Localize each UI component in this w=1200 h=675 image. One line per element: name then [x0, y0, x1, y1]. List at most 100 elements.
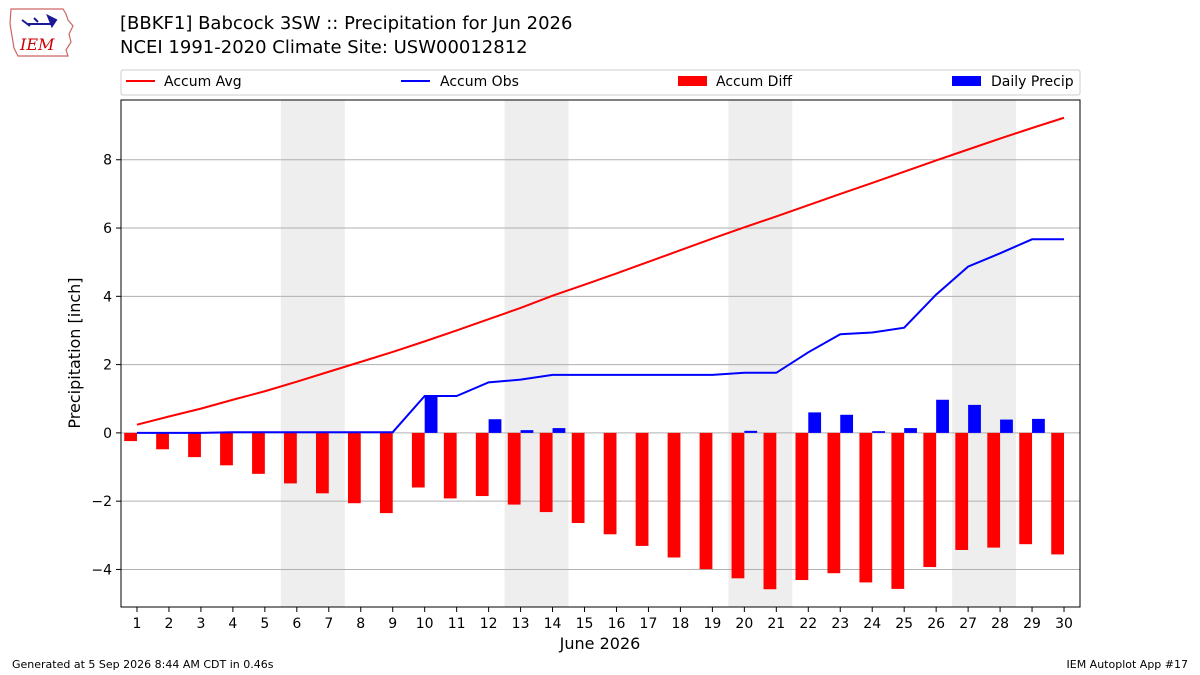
accum-diff-bar-17 [635, 432, 649, 546]
y-tick-label--4: −4 [91, 562, 112, 578]
accum-diff-bar-11 [443, 432, 457, 499]
accum-diff-bar-4 [220, 432, 233, 466]
x-tick-label-17: 17 [640, 616, 658, 632]
accum-diff-bar-2 [156, 432, 169, 450]
legend-frame [120, 69, 1081, 96]
x-tick-label-18: 18 [672, 616, 690, 632]
grid-lines [121, 159, 1080, 570]
x-tick-label-22: 22 [799, 616, 817, 632]
x-tick-label-25: 25 [895, 616, 913, 632]
accum-diff-bar-29 [1019, 432, 1033, 545]
daily-precip-bar-10 [424, 396, 438, 433]
x-tick-label-30: 30 [1055, 616, 1073, 632]
x-tick-label-20: 20 [735, 616, 753, 632]
legend-label-accum-diff: Accum Diff [716, 74, 792, 90]
y-tick-label-6: 6 [103, 221, 112, 237]
x-axis-ticks: 1 2 3 4 5 6 7 8 9 10 11 12 13 14 15 16 17 18 19 20 21 22 23 24 2… [133, 607, 1073, 632]
y-tick-label-2: 2 [103, 358, 112, 374]
legend: Accum Avg Accum Obs Accum Diff Daily Pre… [120, 69, 1081, 96]
daily-precip-bar-14 [552, 428, 566, 433]
daily-precip-bar-24 [872, 431, 886, 433]
accum-diff-bar-9 [379, 432, 393, 514]
x-tick-label-29: 29 [1023, 616, 1041, 632]
x-tick-label-27: 27 [959, 616, 977, 632]
x-tick-label-3: 3 [196, 616, 205, 632]
x-tick-label-26: 26 [927, 616, 945, 632]
x-tick-label-9: 9 [388, 616, 397, 632]
x-tick-label-24: 24 [863, 616, 881, 632]
app-credit: IEM Autoplot App #17 [1066, 658, 1189, 671]
accum-diff-bar-25 [891, 432, 905, 589]
x-tick-label-23: 23 [831, 616, 849, 632]
x-tick-label-14: 14 [544, 616, 562, 632]
legend-label-accum-obs: Accum Obs [440, 74, 519, 90]
x-tick-label-15: 15 [576, 616, 594, 632]
x-tick-label-6: 6 [292, 616, 301, 632]
accum-diff-bar-27 [955, 432, 969, 550]
x-tick-label-7: 7 [324, 616, 333, 632]
accum-obs-line [136, 238, 1065, 434]
x-tick-label-21: 21 [767, 616, 785, 632]
x-axis-label: June 2026 [559, 634, 641, 653]
accum-avg-line [136, 116, 1065, 426]
y-tick-label-4: 4 [103, 289, 112, 305]
legend-swatch-accum-diff [678, 76, 707, 86]
chart-title: [BBKF1] Babcock 3SW :: Precipitation for… [120, 13, 573, 34]
x-tick-label-1: 1 [133, 616, 142, 632]
legend-swatch-daily-precip [952, 76, 981, 86]
accum-diff-bar-13 [507, 432, 521, 505]
chart-subtitle: NCEI 1991-2020 Climate Site: USW00012812 [120, 37, 528, 58]
iowa-outline-icon [9, 8, 74, 57]
y-tick-label-0: 0 [103, 426, 112, 442]
accum-diff-bar-30 [1051, 432, 1065, 555]
legend-label-daily-precip: Daily Precip [991, 74, 1074, 90]
accum-diff-bar-16 [603, 432, 617, 535]
accum-diff-bar-1 [124, 432, 137, 442]
weather-station-icon [21, 13, 58, 29]
generated-timestamp: Generated at 5 Sep 2026 8:44 AM CDT in 0… [12, 658, 274, 671]
accum-diff-bar-23 [827, 432, 841, 574]
y-tick-label--2: −2 [91, 494, 112, 510]
accum-diff-bar-7 [315, 432, 329, 494]
accum-diff-bar-6 [284, 432, 297, 484]
accum-diff-bar-19 [699, 432, 713, 570]
y-tick-label-8: 8 [103, 153, 112, 169]
daily-precip-bar-25 [904, 428, 917, 433]
accum-diff-bar-15 [571, 432, 585, 524]
daily-precip-bar-26 [936, 399, 949, 433]
daily-precip-bar-20 [744, 430, 758, 433]
x-tick-label-4: 4 [228, 616, 237, 632]
accum-diff-bar-18 [667, 432, 681, 558]
logo-text: IEM [19, 35, 55, 54]
daily-precip-bar-22 [808, 412, 822, 433]
daily-precip-bar-23 [840, 414, 854, 433]
accum-diff-bar-20 [731, 432, 745, 579]
accum-diff-bar-8 [347, 432, 361, 504]
accum-diff-bar-10 [411, 432, 425, 488]
daily-precip-bar-28 [1000, 419, 1013, 433]
accum-diff-bar-3 [188, 432, 201, 458]
daily-precip-bar-13 [520, 430, 534, 433]
accum-diff-bar-5 [252, 432, 265, 474]
x-tick-label-10: 10 [416, 616, 434, 632]
x-tick-label-19: 19 [703, 616, 721, 632]
plot-frame [120, 99, 1081, 608]
daily-precip-bar-29 [1032, 418, 1045, 433]
daily-precip-bar-27 [968, 404, 981, 433]
accum-diff-bar-24 [859, 432, 873, 583]
iem-logo: IEM [9, 8, 74, 57]
x-tick-label-13: 13 [512, 616, 530, 632]
accum-diff-bars [124, 432, 1065, 590]
daily-precip-bars [232, 396, 1045, 433]
accum-diff-bar-12 [475, 432, 489, 497]
accum-diff-bar-22 [795, 432, 809, 581]
y-axis-label: Precipitation [inch] [65, 277, 84, 428]
accum-diff-bar-21 [763, 432, 777, 590]
weekend-band-1 [280, 100, 345, 607]
x-tick-label-12: 12 [480, 616, 498, 632]
x-tick-label-28: 28 [991, 616, 1009, 632]
x-tick-label-11: 11 [448, 616, 466, 632]
legend-label-accum-avg: Accum Avg [164, 74, 242, 90]
accum-diff-bar-28 [987, 432, 1001, 548]
